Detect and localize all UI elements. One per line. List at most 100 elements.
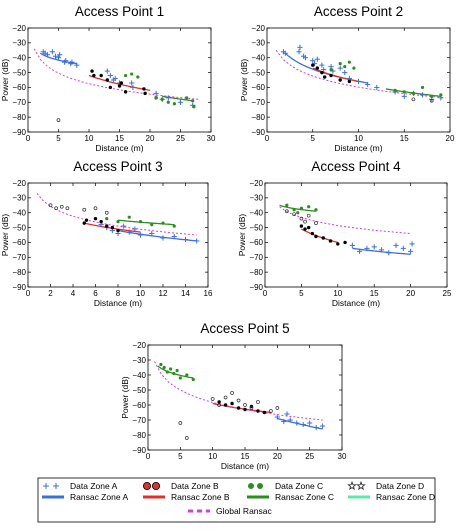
data-zone-d-point (303, 219, 307, 224)
y-tick-label: −90 (249, 283, 263, 292)
y-tick-label: −40 (249, 209, 263, 218)
y-tick-label: −20 (132, 341, 146, 350)
x-tick-label: 12 (159, 289, 168, 298)
data-zone-c-point (420, 85, 425, 90)
data-zone-a-point (44, 52, 51, 58)
data-zone-c-point (172, 371, 176, 376)
data-zone-b-point (336, 242, 340, 246)
x-axis-label: Distance (m) (95, 143, 143, 153)
global-ransac-line (275, 49, 446, 99)
x-tick-label: 8 (116, 289, 121, 298)
data-zone-d-point (48, 203, 53, 208)
data-zone-c-point (175, 368, 179, 373)
legend-marker (43, 483, 59, 489)
legend-label: Ransac Zone C (275, 492, 334, 502)
data-zone-a-point (393, 242, 399, 248)
data-zone-a-point (194, 238, 200, 244)
data-zone-c-point (191, 99, 195, 103)
data-zone-b-point (93, 216, 98, 221)
data-zone-a-point (313, 424, 319, 431)
legend-label: Data Zone A (70, 481, 118, 491)
data-zone-b-point (310, 231, 315, 236)
y-axis-label: Power (dB) (239, 59, 249, 102)
x-tick-label: 25 (176, 134, 185, 143)
x-tick-label: 0 (263, 289, 268, 298)
data-zone-c-point (160, 97, 164, 101)
data-zone-c-point (439, 93, 443, 97)
data-zone-d-point (217, 403, 221, 407)
data-zone-c-point (338, 62, 342, 66)
data-zone-b-point (105, 224, 109, 228)
y-tick-label: −50 (132, 386, 146, 395)
data-zone-c-point (161, 221, 165, 225)
legend-label: Ransac Zone D (376, 492, 435, 502)
data-zone-a-point (419, 92, 426, 98)
y-tick-label: −60 (251, 83, 265, 92)
y-tick-label: −80 (249, 268, 263, 277)
x-tick-label: 20 (146, 134, 155, 143)
y-tick-label: −40 (251, 54, 265, 63)
data-zone-b-point (338, 78, 342, 82)
y-axis-label: Power (dB) (120, 376, 130, 419)
data-zone-d-point (223, 395, 228, 400)
data-zone-a-point (296, 49, 302, 55)
y-tick-label: −60 (132, 401, 146, 410)
data-zone-a-point (137, 232, 144, 238)
data-zone-c-point (296, 211, 300, 215)
y-tick-label: −70 (251, 98, 265, 107)
chart-title: Access Point 3 (73, 159, 162, 174)
y-tick-label: −90 (251, 128, 265, 137)
data-layer (154, 361, 326, 440)
data-zone-a-point (302, 55, 309, 61)
data-zone-d-point (230, 391, 234, 395)
y-tick-label: −30 (132, 356, 146, 365)
x-tick-label: 15 (400, 134, 409, 143)
data-zone-a-point (400, 245, 406, 251)
data-zone-b-point (99, 73, 103, 78)
x-tick-label: 15 (241, 452, 250, 461)
data-layer (279, 203, 415, 256)
data-zone-a-point (165, 95, 171, 101)
data-zone-a-point (112, 75, 118, 82)
star (347, 480, 357, 491)
data-zone-b-point (262, 410, 267, 415)
y-tick-label: −40 (12, 209, 26, 218)
data-zone-a-point (319, 62, 325, 68)
y-tick-label: −70 (249, 253, 263, 262)
data-zone-a-point (371, 244, 377, 250)
x-tick-label: 20 (273, 452, 282, 461)
data-zone-b-point (230, 401, 234, 406)
data-zone-d-point (243, 403, 247, 407)
data-zone-a-point (121, 223, 127, 229)
data-zone-b-point (315, 66, 320, 70)
plot-frame (264, 182, 448, 288)
data-zone-a-point (149, 230, 155, 237)
legend-label: Global Ransac (216, 506, 273, 516)
legend-label: Data Zone D (376, 481, 424, 491)
data-zone-c-point (124, 73, 128, 78)
data-zone-b-point (329, 73, 333, 78)
panel-access-point-3: Access Point 3 −20 −30 −40 −50 −60 −70 −80 −900 2… (0, 159, 213, 308)
data-zone-a-point (63, 58, 69, 64)
x-tick-label: 30 (207, 134, 216, 143)
legend-marker (347, 480, 366, 491)
data-zone-b-point (311, 63, 315, 67)
data-zone-c-point (191, 377, 195, 382)
y-axis-label: Power (dB) (0, 214, 10, 257)
data-zone-c-point (285, 203, 289, 207)
x-tick-label: 16 (204, 289, 213, 298)
data-zone-d-point (56, 118, 61, 122)
y-tick-label: −30 (251, 39, 265, 48)
data-zone-c-point (292, 208, 296, 212)
y-tick-label: −60 (12, 238, 26, 247)
data-zone-a-point (171, 233, 177, 240)
data-zone-c-point (136, 75, 140, 79)
data-zone-d-point (314, 221, 318, 225)
y-tick-label: −50 (249, 223, 263, 232)
star (356, 480, 366, 491)
chart-title: Access Point 2 (314, 4, 403, 19)
data-zone-a-point (300, 421, 306, 428)
data-zone-a-point (274, 414, 280, 420)
